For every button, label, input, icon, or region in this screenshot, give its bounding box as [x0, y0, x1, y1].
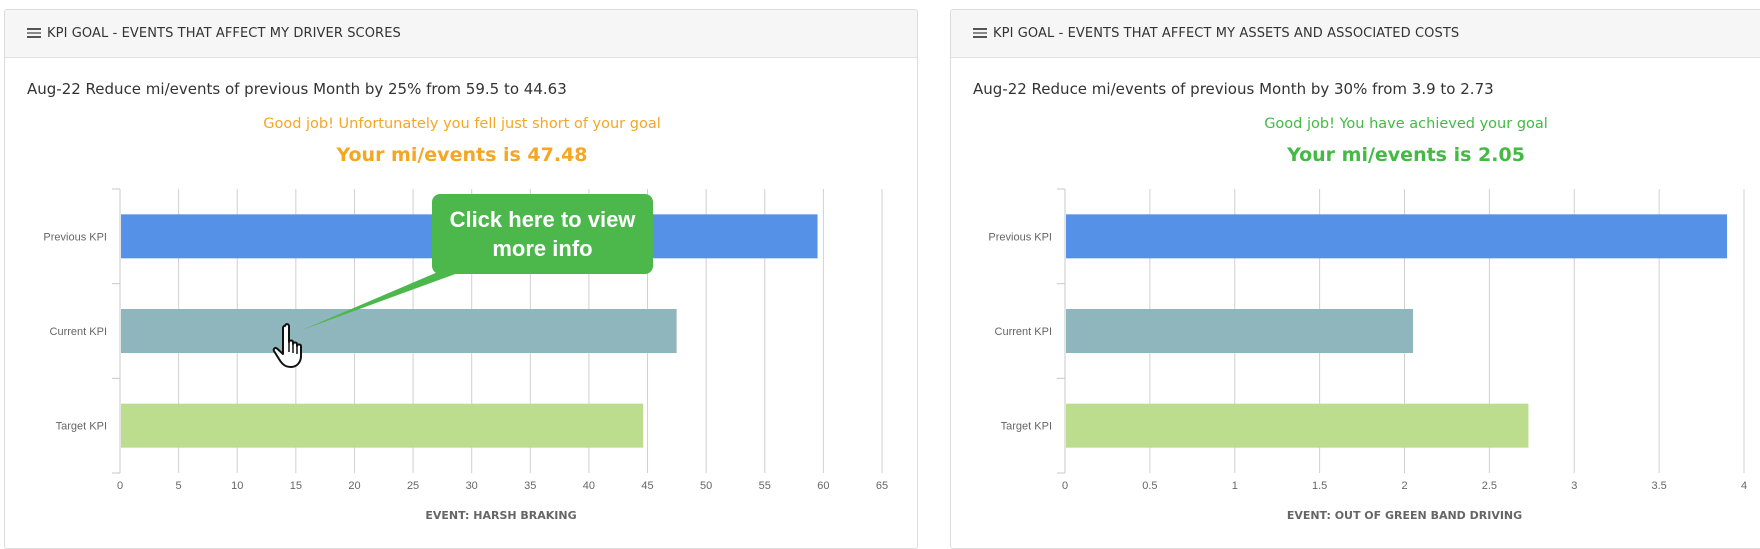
- kpi-panel-assets-costs: KPI GOAL - EVENTS THAT AFFECT MY ASSETS …: [950, 9, 1760, 549]
- result-text: Your mi/events is 2.05: [1287, 144, 1525, 166]
- panel-header: KPI GOAL - EVENTS THAT AFFECT MY DRIVER …: [5, 10, 917, 58]
- tick-label: 25: [407, 480, 419, 492]
- tick-label: 20: [348, 480, 360, 492]
- tick-label: 15: [290, 480, 302, 492]
- category-label: Current KPI: [50, 326, 107, 338]
- tick-label: 3.5: [1651, 480, 1666, 492]
- bar-current-kpi: [1066, 309, 1413, 353]
- panel-header: KPI GOAL - EVENTS THAT AFFECT MY ASSETS …: [951, 10, 1760, 58]
- chart-harsh-braking[interactable]: Previous KPI Current KPI Target KPI 0 5 10 15 2…: [5, 10, 918, 549]
- table-icon: [27, 28, 41, 39]
- tick-label: 35: [524, 480, 536, 492]
- category-label: Previous KPI: [988, 231, 1052, 243]
- panel-title: KPI GOAL - EVENTS THAT AFFECT MY ASSETS …: [993, 26, 1460, 41]
- category-label: Target KPI: [56, 421, 107, 433]
- tick-label: 5: [176, 480, 182, 492]
- tick-label: 55: [759, 480, 771, 492]
- tick-label: 1: [1232, 480, 1238, 492]
- tick-label: 65: [876, 480, 888, 492]
- tick-label: 60: [817, 480, 829, 492]
- more-info-callout[interactable]: Click here to view more info: [432, 194, 653, 274]
- status-text: Good job! Unfortunately you fell just sh…: [263, 116, 661, 132]
- bar-previous-kpi: [1066, 214, 1728, 259]
- kpi-panel-driver-scores: KPI GOAL - EVENTS THAT AFFECT MY DRIVER …: [4, 9, 918, 549]
- x-axis-label: EVENT: OUT OF GREEN BAND DRIVING: [1287, 509, 1522, 522]
- tick-label: 40: [583, 480, 595, 492]
- goal-text: Aug-22 Reduce mi/events of previous Mont…: [973, 80, 1494, 98]
- bar-current-kpi: [121, 309, 677, 353]
- category-label: Current KPI: [995, 326, 1052, 338]
- bar-target-kpi: [1066, 403, 1529, 448]
- bar-target-kpi: [121, 403, 644, 448]
- category-label: Target KPI: [1001, 421, 1052, 433]
- tick-label: 10: [231, 480, 243, 492]
- pointing-hand-icon: [272, 323, 302, 368]
- tick-label: 3: [1571, 480, 1577, 492]
- tick-label: 1.5: [1312, 480, 1327, 492]
- chart-green-band-driving[interactable]: Previous KPI Current KPI Target KPI 0 0.5 1 1.…: [951, 10, 1760, 549]
- tick-label: 4: [1741, 480, 1747, 492]
- tick-label: 2.5: [1482, 480, 1497, 492]
- tick-label: 0.5: [1142, 480, 1157, 492]
- category-label: Previous KPI: [43, 231, 107, 243]
- panel-title: KPI GOAL - EVENTS THAT AFFECT MY DRIVER …: [47, 26, 401, 41]
- table-icon: [973, 28, 987, 39]
- tick-label: 0: [117, 480, 123, 492]
- tick-label: 30: [466, 480, 478, 492]
- goal-text: Aug-22 Reduce mi/events of previous Mont…: [27, 80, 567, 98]
- x-axis-label: EVENT: HARSH BRAKING: [425, 509, 576, 522]
- tick-label: 0: [1062, 480, 1068, 492]
- result-text: Your mi/events is 47.48: [336, 144, 588, 166]
- status-text: Good job! You have achieved your goal: [1264, 116, 1548, 132]
- tick-label: 50: [700, 480, 712, 492]
- tick-label: 2: [1401, 480, 1407, 492]
- tick-label: 45: [641, 480, 653, 492]
